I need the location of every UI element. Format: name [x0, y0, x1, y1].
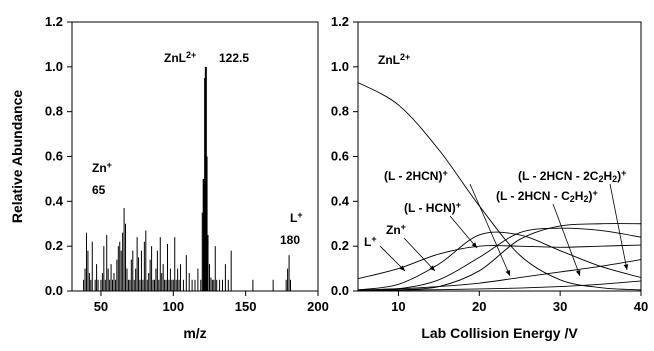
breakdown-y-tick-label: 0.4 [331, 193, 350, 208]
spectrum-peak-mz: 180 [280, 233, 300, 247]
breakdown-series [357, 82, 642, 292]
series-pointer [379, 245, 406, 272]
arrowhead-icon [575, 270, 581, 276]
l-2hcn-curve [357, 231, 642, 291]
series-label: (L - 2HCN - C2H2)+ [496, 188, 598, 204]
spectrum-x-axis-label: m/z [183, 325, 206, 341]
spectrum-y-axis-label: Relative Abundance [9, 90, 25, 224]
breakdown-series-labels: ZnL2+ L+ Zn+ (L - HCN)+ (L - 2HCN)+ (L - 2HCN… [364, 52, 629, 277]
series-pointer [609, 183, 628, 271]
spectrum-peak-label: L+ [290, 210, 303, 225]
breakdown-axes: 0.0 0.2 0.4 0.6 0.8 1.0 1.2 10 20 30 40 Lab Collisi… [331, 14, 648, 341]
spectrum-x-tick-label: 100 [162, 299, 184, 314]
spectrum-x-tick-label: 200 [307, 299, 329, 314]
spectrum-peak-mz: 65 [92, 183, 106, 197]
arrowhead-icon [505, 270, 510, 276]
spectrum-peak-label: ZnL2+ [164, 50, 196, 65]
spectrum-y-tick-label: 0.2 [45, 238, 63, 253]
breakdown-y-tick-label: 0.8 [331, 104, 349, 119]
spectrum-y-tick-label: 1.0 [45, 59, 63, 74]
breakdown-x-tick-label: 20 [472, 299, 486, 314]
spectrum-x-tick-label: 150 [235, 299, 257, 314]
arrowhead-icon [471, 242, 477, 248]
breakdown-plot-frame [357, 21, 642, 292]
breakdown-x-axis-label: Lab Collision Energy /V [421, 325, 578, 341]
breakdown-x-tick-label: 10 [391, 299, 405, 314]
breakdown-y-tick-label: 1.2 [331, 14, 349, 29]
series-label: (L - 2HCN - 2C2H2)+ [518, 168, 626, 184]
znl-curve [357, 82, 642, 291]
spectrum-y-tick-label: 0.6 [45, 149, 63, 164]
breakdown-y-tick-label: 0.6 [331, 149, 349, 164]
series-pointer [449, 215, 478, 249]
breakdown-y-tick-label: 0.0 [331, 283, 349, 298]
breakdown-y-tick-label: 0.2 [331, 238, 349, 253]
l-2hcn-2c2h2-curve [357, 223, 642, 292]
spectrum-y-tick-label: 0.4 [45, 193, 64, 208]
spectrum-y-tick-label: 0.8 [45, 104, 63, 119]
arrowhead-icon [399, 265, 405, 271]
zn-curve [357, 259, 642, 291]
l-2hcn-c2h2-curve [357, 227, 642, 292]
arrowhead-icon [623, 264, 629, 270]
spectrum-peak-mz: 122.5 [219, 51, 249, 65]
series-pointer [469, 183, 511, 277]
arrowhead-icon [429, 265, 435, 271]
breakdown-y-tick-label: 1.0 [331, 59, 349, 74]
series-label: ZnL2+ [378, 52, 410, 67]
spectrum-peak-label: Zn+ [92, 160, 112, 175]
series-label: (L - 2HCN)+ [384, 168, 448, 183]
spectrum-bars [83, 66, 292, 291]
series-pointer [552, 203, 581, 277]
spectrum-x-tick-label: 50 [94, 299, 108, 314]
breakdown-x-tick-label: 40 [634, 299, 648, 314]
series-pointer [403, 237, 436, 272]
l-hcn-curve [357, 244, 642, 280]
spectrum-plot-frame [71, 21, 319, 292]
spectrum-y-tick-label: 0.0 [45, 283, 63, 298]
spectrum-axes: 0.0 0.2 0.4 0.6 0.8 1.0 1.2 50 100 150 200 m/z Relat… [9, 14, 329, 341]
series-label: Zn+ [386, 222, 406, 237]
series-label: (L - HCN)+ [404, 200, 461, 215]
series-label: L+ [364, 234, 377, 249]
spectrum-y-tick-label: 1.2 [45, 14, 63, 29]
breakdown-x-tick-label: 30 [553, 299, 567, 314]
